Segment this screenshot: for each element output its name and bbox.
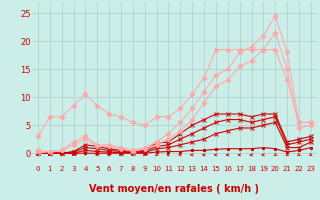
X-axis label: Vent moyen/en rafales ( km/h ): Vent moyen/en rafales ( km/h ) bbox=[89, 184, 260, 194]
